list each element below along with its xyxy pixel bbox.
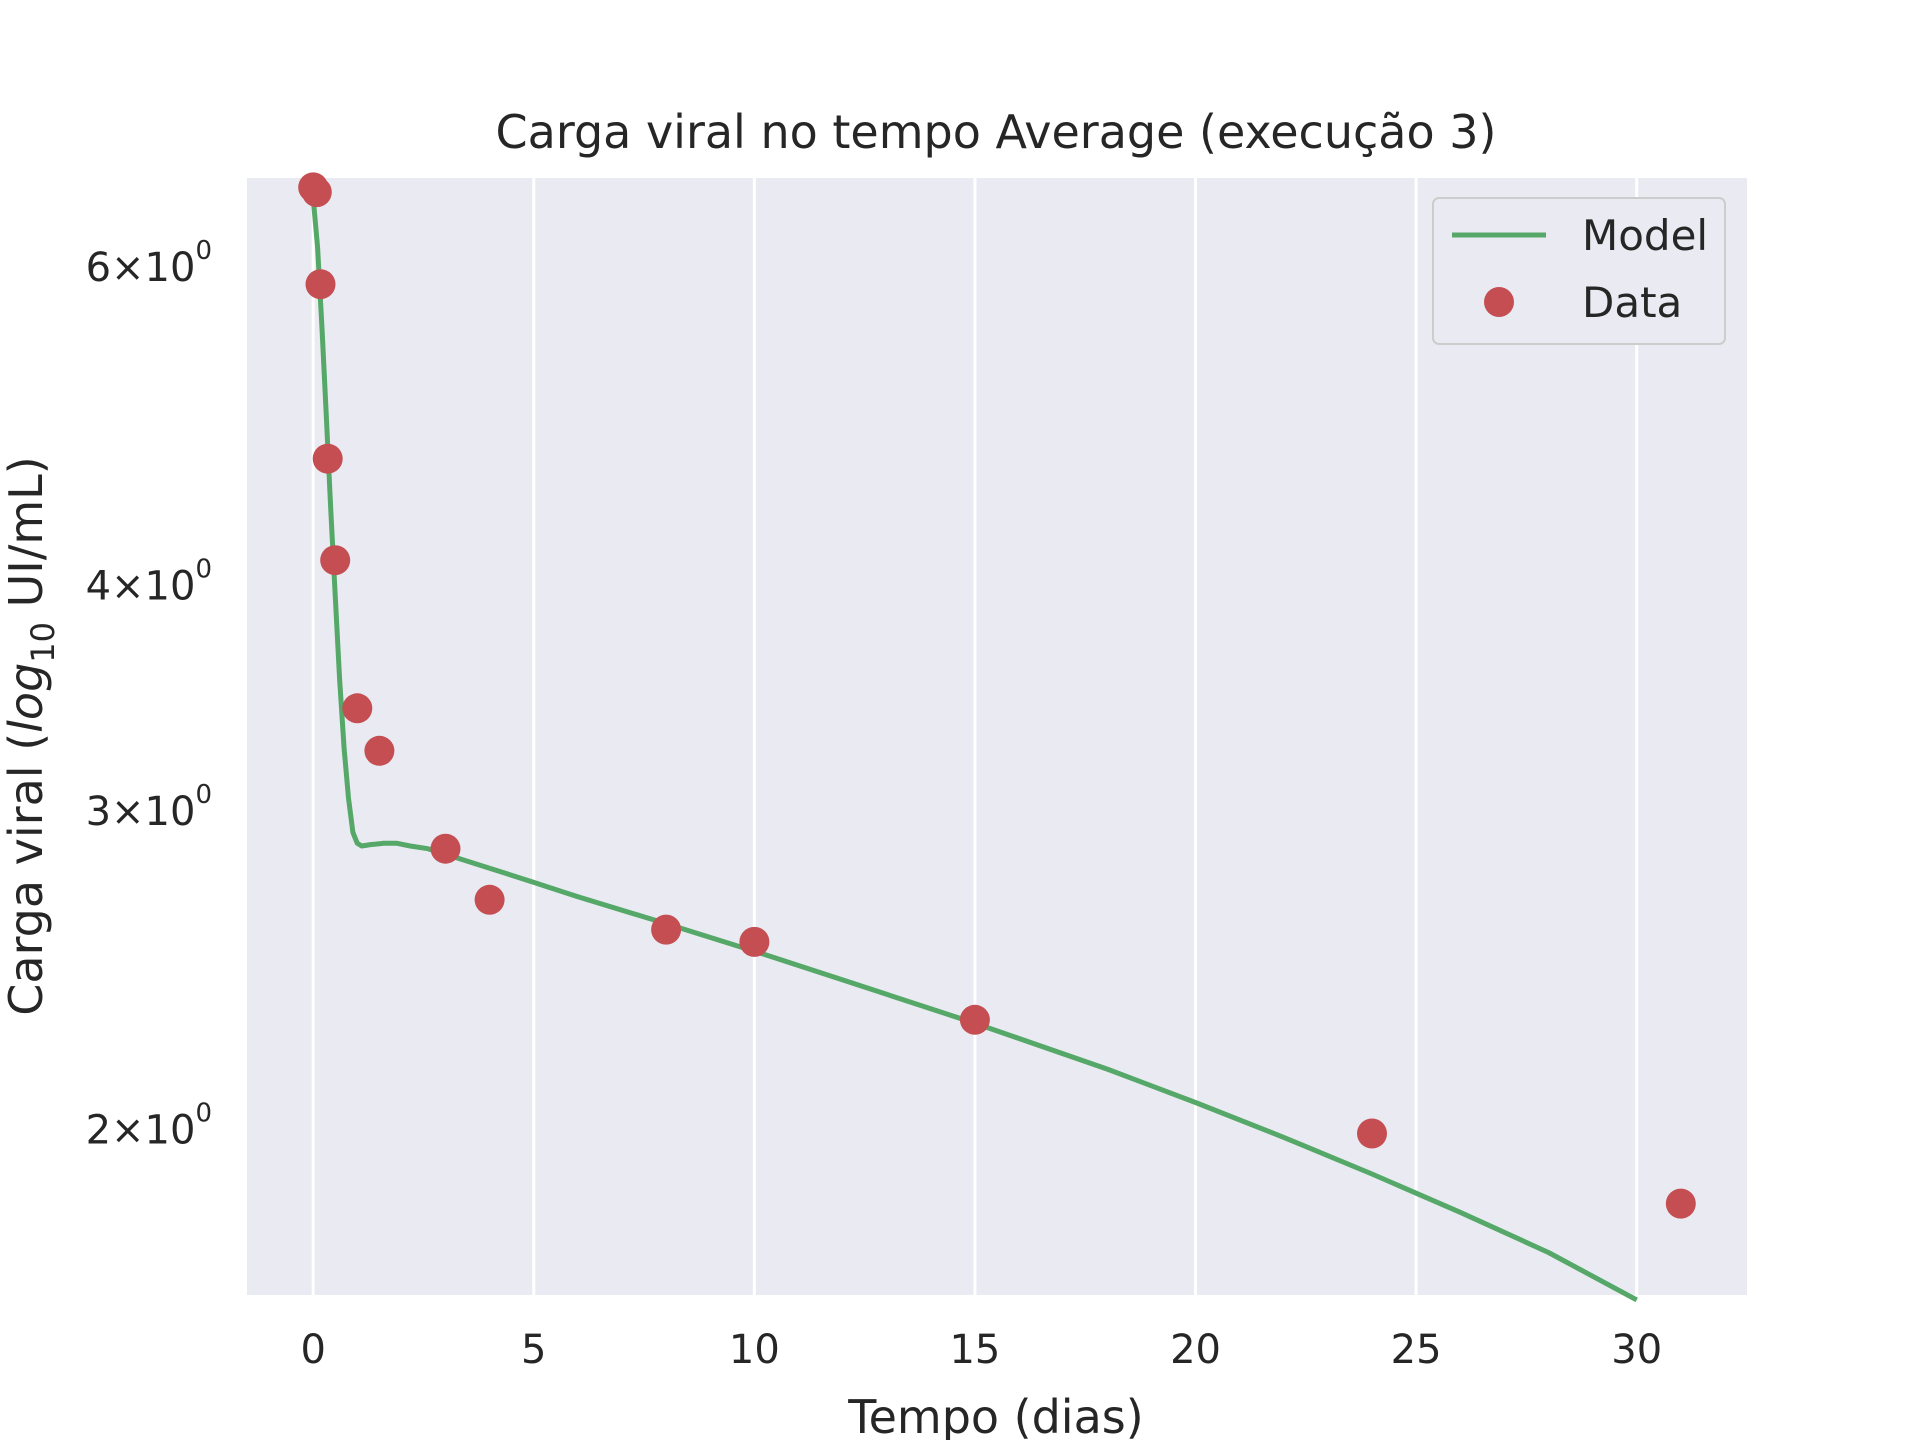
data-point: [430, 833, 461, 864]
series-layer: [298, 172, 1696, 1303]
data-point: [959, 1004, 990, 1035]
x-axis-label: Tempo (dias): [847, 1390, 1143, 1440]
x-tick-labels: 0 5 10 15 20 25 30: [300, 1327, 1662, 1373]
y-tick-label: 4×100: [86, 554, 212, 609]
x-tick-label: 30: [1611, 1327, 1662, 1373]
data-point: [301, 177, 332, 208]
data-point: [739, 926, 770, 957]
data-point: [651, 914, 682, 945]
y-tick-label: 3×100: [86, 780, 212, 835]
data-point: [305, 269, 336, 300]
data-point: [342, 693, 373, 724]
y-tick-label: 6×100: [86, 236, 212, 291]
data-point: [474, 884, 505, 915]
x-tick-label: 10: [729, 1327, 780, 1373]
legend-model-label: Model: [1582, 211, 1708, 260]
x-tick-label: 25: [1391, 1327, 1442, 1373]
y-tick-label: 2×100: [86, 1099, 212, 1154]
data-point: [312, 443, 343, 474]
y-tick-labels: 2×100 3×100 4×100 6×100: [86, 236, 212, 1154]
legend-data-swatch: [1484, 287, 1514, 317]
x-tick-label: 20: [1170, 1327, 1221, 1373]
x-tick-label: 0: [300, 1327, 325, 1373]
grid-lines: [311, 178, 1639, 1295]
data-point: [1357, 1118, 1387, 1149]
legend-data-label: Data: [1582, 278, 1682, 327]
chart-title: Carga viral no tempo Average (execução 3…: [496, 105, 1497, 159]
legend: Model Data: [1432, 197, 1726, 345]
plot-background: [247, 178, 1747, 1295]
x-tick-label: 5: [521, 1327, 546, 1373]
model-line: [310, 197, 1638, 1303]
data-point: [364, 735, 395, 766]
data-point: [1665, 1188, 1696, 1219]
x-tick-label: 15: [949, 1327, 1000, 1373]
y-axis-label: Carga viral (log10 UI/mL): [0, 456, 62, 1015]
data-point: [320, 545, 351, 576]
